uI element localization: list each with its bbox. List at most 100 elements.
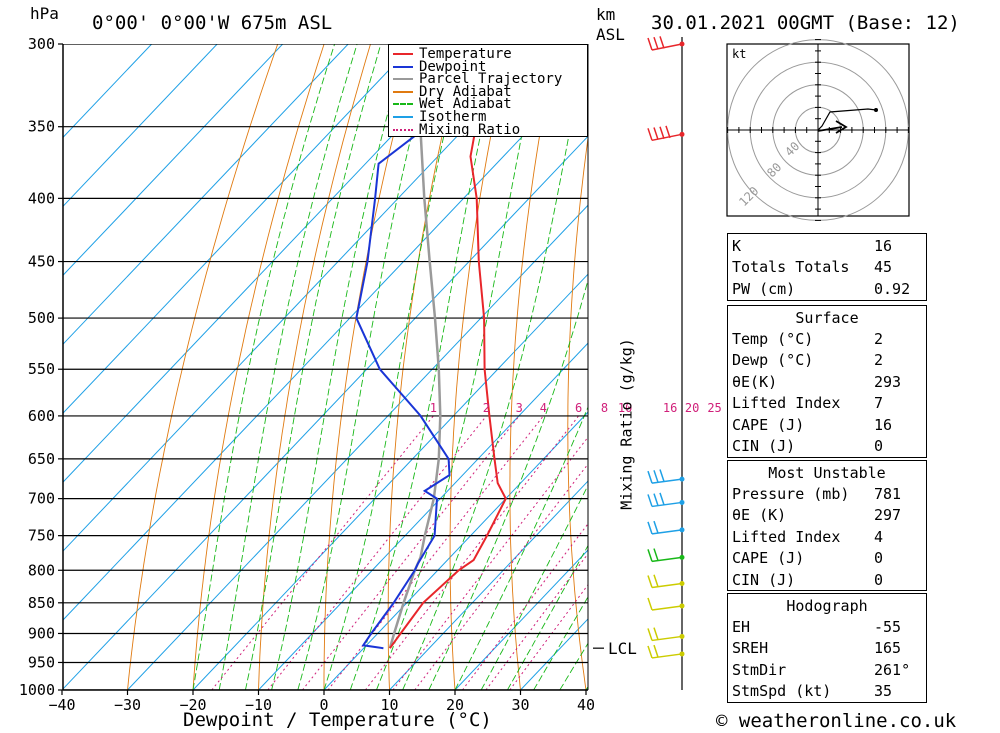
index-label: CAPE (J) — [732, 415, 805, 434]
mixing-ratio-label: 10 — [618, 401, 632, 415]
index-value: 297 — [874, 506, 902, 525]
index-label: CAPE (J) — [732, 549, 805, 568]
index-row: StmDir 261° — [732, 660, 922, 681]
hodograph-trace — [817, 108, 877, 131]
index-value: 0 — [874, 549, 884, 568]
wet-adiabat-line — [323, 44, 467, 690]
asl-label: ASL — [596, 25, 625, 44]
mixing-ratio-line — [462, 522, 588, 690]
temperature-tick-label: −20 — [179, 696, 206, 714]
wind-barb — [647, 520, 685, 535]
legend-label: Parcel Trajectory — [419, 71, 563, 88]
datetime-header: 30.01.2021 00GMT (Base: 12) — [651, 12, 960, 34]
copyright-footer: © weatheronline.co.uk — [716, 710, 957, 732]
km-label: km — [596, 5, 616, 24]
panel-title: Hodograph — [786, 597, 868, 615]
index-value: 0 — [874, 437, 884, 455]
legend-swatch — [393, 128, 413, 131]
index-value: 0 — [874, 570, 884, 589]
mixing-ratio-label: 16 — [663, 401, 677, 415]
dry-adiabat-line — [509, 44, 557, 690]
isotherm-line — [323, 411, 588, 690]
index-label: PW (cm) — [732, 279, 796, 298]
isotherm-line — [63, 66, 588, 621]
index-value: 165 — [874, 639, 902, 658]
wind-barb — [647, 492, 685, 508]
pressure-tick-label: 750 — [28, 527, 55, 545]
isotherm-line — [454, 549, 588, 690]
legend-label: Dry Adiabat — [419, 83, 512, 100]
index-value: 16 — [874, 415, 893, 434]
wind-barb — [647, 548, 685, 563]
wet-adiabat-line — [428, 278, 588, 690]
pressure-tick-label: 550 — [28, 360, 55, 378]
temperature-tick-label: 30 — [511, 696, 529, 714]
legend-item: Temperature — [393, 46, 512, 62]
pressure-tick-label: 800 — [28, 561, 55, 579]
index-value: -55 — [874, 618, 902, 636]
temperature-tick-label: 0 — [319, 696, 328, 714]
dry-adiabat-line — [192, 44, 325, 690]
pressure-tick-label: 1000 — [19, 681, 55, 699]
index-row: Dewp (°C) 2 — [732, 350, 922, 371]
isotherm-line — [63, 44, 218, 208]
temperature-tick-label: 40 — [577, 696, 595, 714]
wind-barb — [647, 469, 685, 484]
index-label: StmDir — [732, 660, 787, 679]
mixing-ratio-line — [365, 415, 579, 690]
wet-adiabat-line — [402, 44, 588, 690]
index-value: 45 — [874, 258, 893, 277]
pressure-tick-label: 850 — [28, 594, 55, 612]
mixing-ratio-line — [509, 583, 588, 690]
isotherm-line — [63, 44, 480, 483]
isotherm-line — [63, 44, 153, 139]
storm-motion-arrow — [817, 120, 848, 134]
mixing-ratio-axis-label: Mixing Ratio (g/kg) — [617, 338, 636, 510]
pressure-tick-label: 700 — [28, 490, 55, 508]
wind-barb — [647, 125, 685, 142]
wind-barb — [647, 574, 685, 589]
dry-adiabat-line — [258, 44, 371, 690]
isotherm-line — [63, 44, 349, 345]
index-value: 16 — [874, 237, 893, 255]
legend-label: Temperature — [419, 46, 512, 62]
index-row: PW (cm) 0.92 — [732, 279, 922, 300]
temperature-tick-label: −40 — [48, 696, 75, 714]
index-row: K 16 — [732, 236, 922, 257]
index-row: CIN (J) 0 — [732, 570, 922, 591]
isotherm-line — [258, 342, 588, 690]
isotherm-line — [63, 135, 588, 690]
index-value: 7 — [874, 394, 884, 413]
dry-adiabat-line — [449, 44, 511, 690]
wet-adiabat-line — [218, 44, 358, 690]
legend-item: Isotherm — [393, 109, 487, 125]
wet-adiabat-line — [349, 44, 502, 690]
mixing-ratio-line — [211, 415, 434, 690]
index-label: Temp (°C) — [732, 330, 814, 348]
dry-adiabat-line — [127, 44, 279, 690]
pressure-tick-label: 950 — [28, 653, 55, 671]
mixing-ratio-label: 2 — [483, 401, 490, 415]
plot-area — [63, 44, 717, 690]
dry-adiabat-line — [678, 44, 717, 690]
temperature-tick-label: 10 — [380, 696, 398, 714]
index-value: 0.92 — [874, 279, 911, 298]
index-row: SREH 165 — [732, 638, 922, 659]
index-label: Lifted Index — [732, 527, 841, 546]
legend-label: Wet Adiabat — [419, 96, 512, 113]
index-value: 2 — [874, 330, 884, 348]
pressure-tick-label: 900 — [28, 624, 55, 642]
index-label: CIN (J) — [732, 437, 796, 455]
panel-title: Surface — [795, 309, 859, 327]
temperature-tick-label: −10 — [245, 696, 272, 714]
mixing-ratio-label: 3 — [516, 401, 523, 415]
index-label: K — [732, 237, 742, 255]
legend-label: Isotherm — [419, 109, 487, 125]
index-value: 35 — [874, 682, 893, 701]
hodograph-end-point — [874, 108, 878, 112]
wet-adiabat-line — [454, 405, 588, 690]
pressure-tick-label: 600 — [28, 407, 55, 425]
wet-adiabat-line — [244, 44, 382, 690]
index-row: CAPE (J) 0 — [732, 548, 922, 569]
index-row: Temp (°C) 2 — [732, 329, 922, 350]
